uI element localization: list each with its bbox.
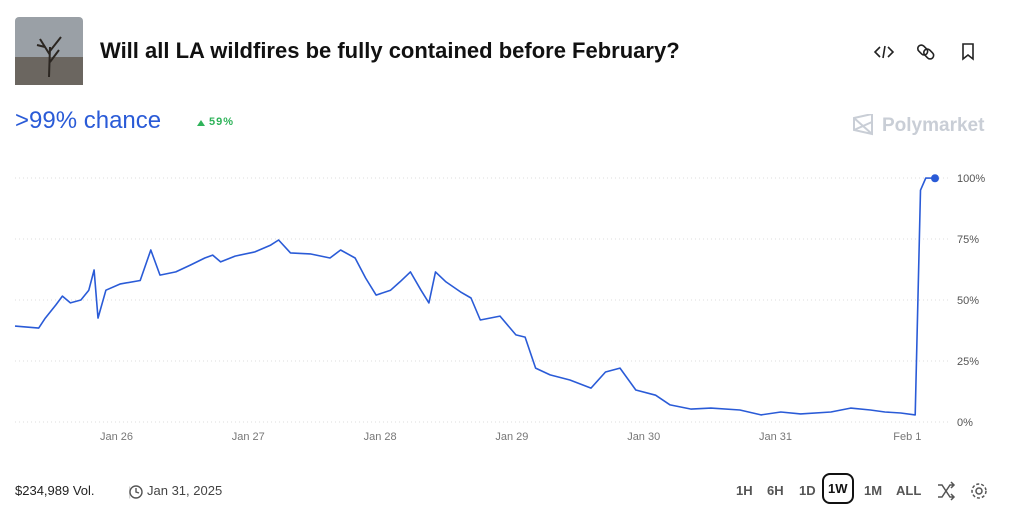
y-tick-label: 75% xyxy=(957,234,979,246)
end-date: Jan 31, 2025 xyxy=(147,483,223,498)
chart-tools xyxy=(938,481,987,501)
range-button[interactable]: 1M xyxy=(864,483,883,498)
last-point xyxy=(931,174,939,183)
volume: $234,989 Vol. xyxy=(15,483,95,498)
x-tick-label: Jan 30 xyxy=(627,431,660,443)
header-actions xyxy=(873,43,974,61)
brand-logo xyxy=(853,114,873,136)
chance-text: >99% chance xyxy=(15,107,162,134)
market-image xyxy=(15,17,83,85)
range-button[interactable]: 1W xyxy=(822,473,854,504)
range-button[interactable]: 6H xyxy=(767,483,784,498)
embed-button[interactable] xyxy=(873,45,895,59)
x-tick-label: Jan 28 xyxy=(364,431,397,443)
y-tick-label: 100% xyxy=(957,173,985,185)
x-tick-label: Jan 26 xyxy=(100,431,133,443)
up-arrow xyxy=(197,120,205,126)
range-button[interactable]: 1H xyxy=(736,483,753,498)
y-tick-label: 0% xyxy=(957,417,973,429)
y-tick-label: 50% xyxy=(957,295,979,307)
bookmark-button[interactable] xyxy=(962,43,974,61)
y-tick-label: 25% xyxy=(957,356,979,368)
x-tick-label: Jan 27 xyxy=(232,431,265,443)
range-button[interactable]: 1D xyxy=(799,483,816,498)
range-button[interactable]: ALL xyxy=(896,483,922,498)
settings-button[interactable] xyxy=(971,483,987,499)
market-title: Will all LA wildfires be fully contained… xyxy=(100,38,680,63)
change-text: 59% xyxy=(209,116,235,128)
x-tick-label: Jan 31 xyxy=(759,431,792,443)
shuffle-button[interactable] xyxy=(938,481,956,501)
chart: 0% 25% 50% 75% 100% Jan 26 Jan 27 Jan 28 Jan 29 J… xyxy=(14,173,985,443)
clock-icon xyxy=(129,485,143,499)
link-button[interactable] xyxy=(916,44,935,61)
x-tick-label: Jan 29 xyxy=(495,431,528,443)
brand-name: Polymarket xyxy=(882,115,985,136)
price-line xyxy=(14,177,936,416)
x-tick-label: Feb 1 xyxy=(893,431,921,443)
